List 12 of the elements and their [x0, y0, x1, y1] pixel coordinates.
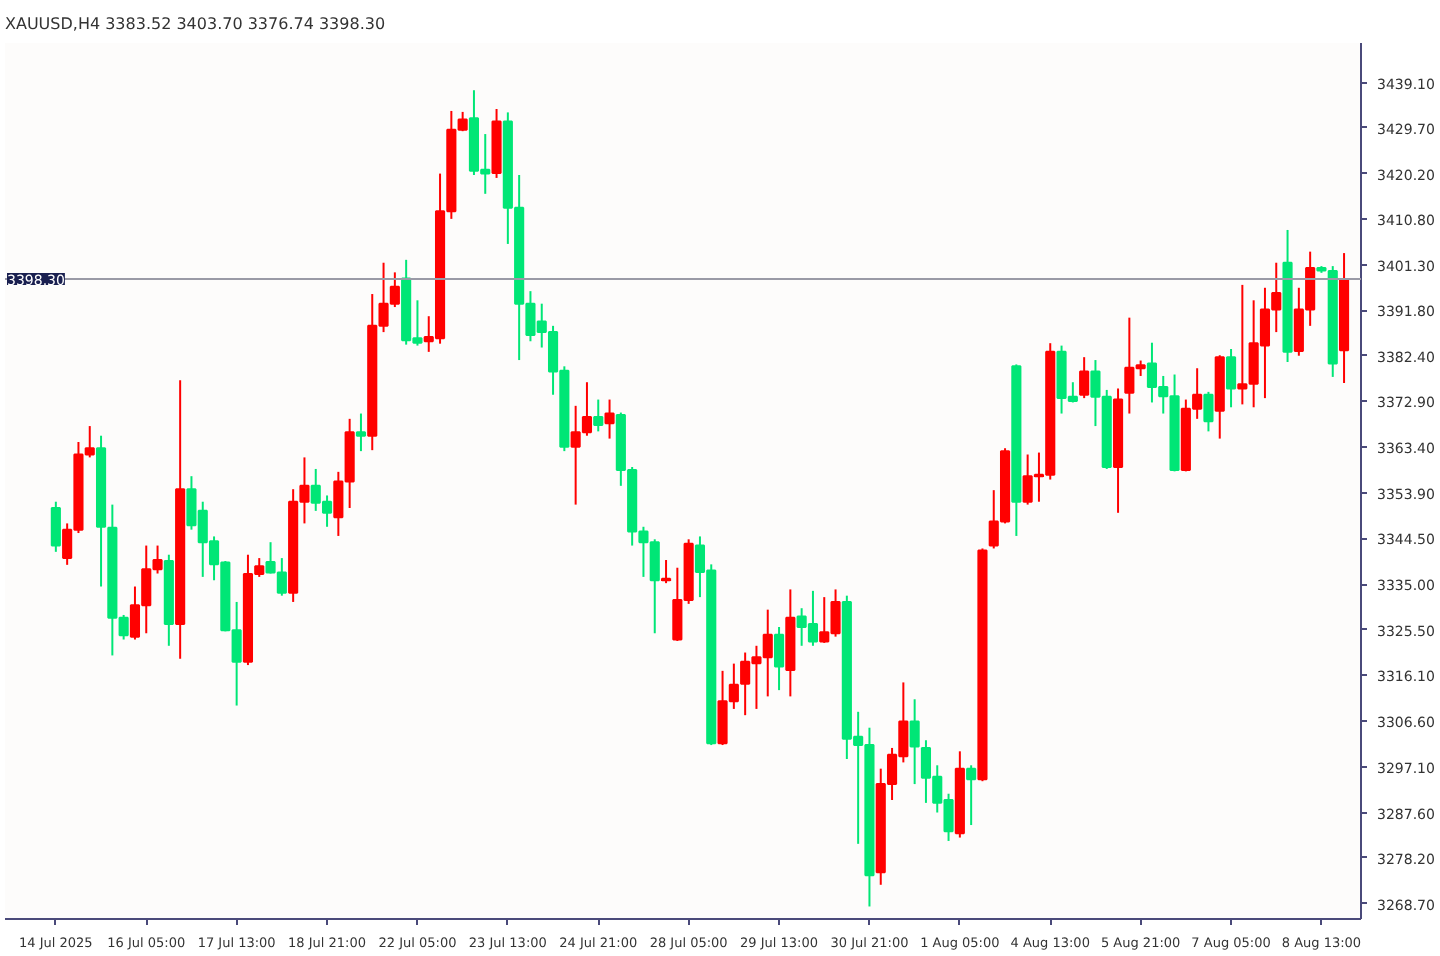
candlestick [604, 398, 615, 440]
candlestick [773, 626, 785, 692]
candlestick [1203, 390, 1214, 433]
candlestick [909, 698, 920, 786]
chart-title: XAUUSD,H4 3383.52 3403.70 3376.74 3398.30 [5, 15, 386, 33]
candlestick [50, 500, 61, 553]
candlestick [1225, 347, 1237, 409]
candlestick [355, 412, 367, 453]
candlestick [660, 559, 672, 585]
candlestick [593, 398, 604, 433]
candlestick [1079, 356, 1090, 400]
candlestick [966, 764, 977, 827]
